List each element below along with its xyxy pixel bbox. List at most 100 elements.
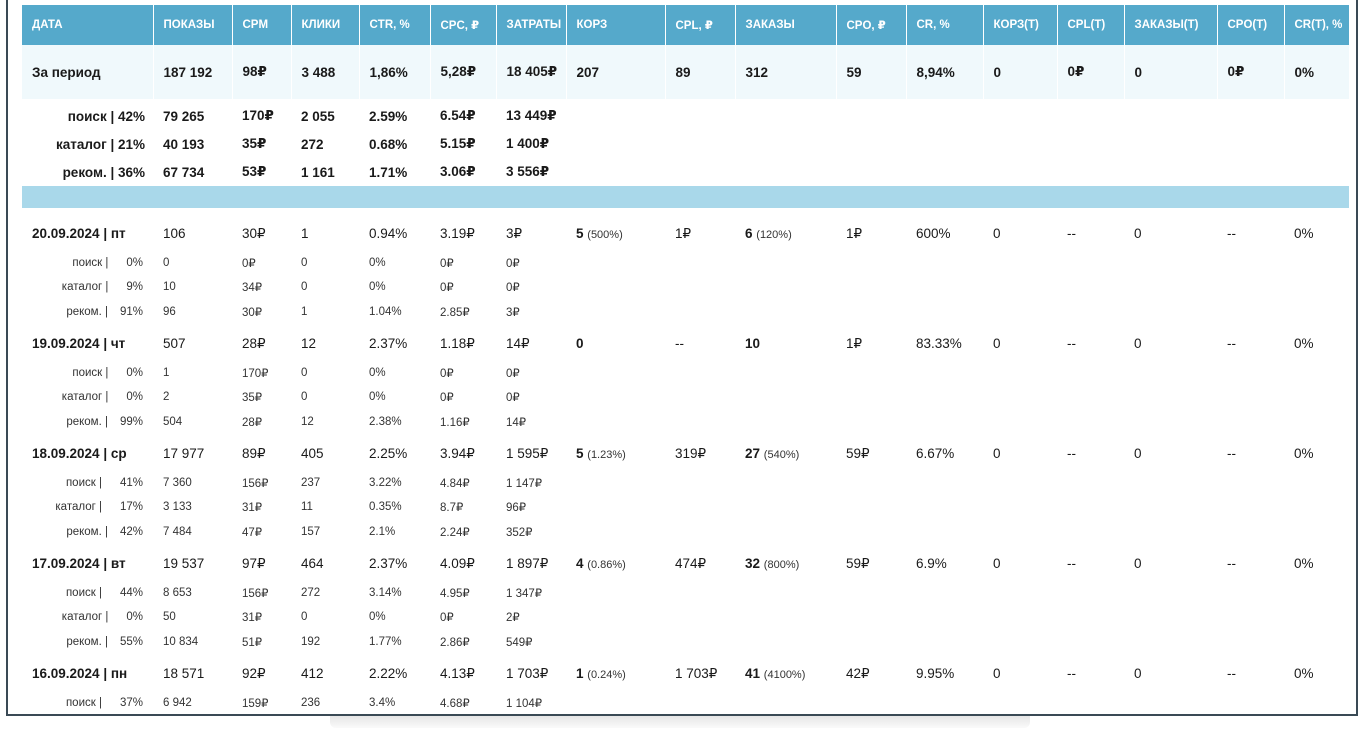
empty-cell bbox=[1057, 605, 1124, 629]
day-orders: 6 (120%) bbox=[735, 224, 836, 251]
empty-cell bbox=[1124, 715, 1217, 716]
split-cell: 79 265 bbox=[163, 108, 205, 124]
orders-percent: (4100%) bbox=[763, 669, 806, 681]
empty-cell bbox=[1057, 519, 1124, 545]
sub-share: 0% bbox=[126, 257, 143, 269]
empty-cell bbox=[735, 409, 836, 435]
split-cell: 170₽ bbox=[242, 108, 274, 123]
day-t-cell: -- bbox=[1067, 556, 1076, 571]
empty-cell bbox=[1284, 605, 1349, 629]
column-header[interactable]: CR(Т), % bbox=[1284, 5, 1350, 45]
sub-cell: 30₽ bbox=[242, 307, 263, 319]
column-header[interactable]: CR, % bbox=[906, 5, 984, 45]
total-label: За период bbox=[22, 45, 154, 99]
sub-cell: 7 484 bbox=[163, 526, 192, 538]
day-row[interactable]: 16.09.2024 | пн 18 571 92₽ 412 2.22% 4.13₽ 1 7… bbox=[22, 664, 1349, 691]
day-t-cell: 0 bbox=[993, 556, 1001, 571]
day-row[interactable]: 19.09.2024 | чт 507 28₽ 12 2.37% 1.18₽ 14₽ 0 --… bbox=[22, 334, 1349, 361]
empty-cell bbox=[906, 471, 983, 495]
column-header[interactable]: CPL(Т) bbox=[1057, 5, 1125, 45]
column-header[interactable]: ЗАКАЗЫ bbox=[735, 5, 837, 45]
day-row[interactable]: 17.09.2024 | вт 19 537 97₽ 464 2.37% 4.09₽ 1 8… bbox=[22, 554, 1349, 581]
empty-cell bbox=[1217, 409, 1284, 435]
sub-cell: 170₽ bbox=[242, 368, 269, 380]
sub-label: поиск | 41% bbox=[22, 471, 153, 495]
sub-cell: 0% bbox=[369, 391, 386, 403]
column-header[interactable]: КОРЗ(Т) bbox=[983, 5, 1058, 45]
day-row[interactable]: 20.09.2024 | пт 106 30₽ 1 0.94% 3.19₽ 3₽ 5 (500… bbox=[22, 224, 1349, 251]
day-cell: 1 bbox=[301, 226, 309, 241]
total-cell: 0 bbox=[1124, 45, 1218, 99]
day-t-cell: -- bbox=[1227, 336, 1236, 351]
empty-cell bbox=[566, 158, 665, 186]
day-date: 16.09.2024 | пн bbox=[32, 666, 128, 681]
column-header[interactable]: CPO, ₽ bbox=[836, 5, 907, 45]
column-header[interactable]: CPM bbox=[232, 5, 292, 45]
day-t-cell: 0 bbox=[1134, 446, 1142, 461]
sub-cell: 51₽ bbox=[242, 637, 263, 649]
day-t-cell: -- bbox=[1067, 446, 1076, 461]
split-cell: 6.54₽ bbox=[440, 108, 476, 123]
day-sub-row: поиск | 0% 0 0₽ 0 0% 0₽ 0₽ bbox=[22, 251, 1349, 275]
column-header[interactable]: ЗАКАЗЫ(Т) bbox=[1124, 5, 1218, 45]
empty-cell bbox=[1124, 495, 1217, 519]
column-header[interactable]: ЗАТРАТЫ bbox=[496, 5, 567, 45]
sub-cell: 0 bbox=[301, 611, 308, 623]
empty-cell bbox=[566, 99, 665, 130]
empty-cell bbox=[665, 275, 735, 299]
column-header[interactable]: CPO(Т) bbox=[1217, 5, 1285, 45]
sub-cell: 2.38% bbox=[369, 416, 402, 428]
empty-cell bbox=[906, 605, 983, 629]
sub-label-text: поиск | bbox=[65, 697, 102, 709]
sub-cell: 0₽ bbox=[506, 392, 520, 404]
total-cell: 59 bbox=[836, 45, 907, 99]
sub-cell: 0 bbox=[301, 281, 308, 293]
day-cell: 507 bbox=[163, 336, 186, 351]
day-cell: 4.09₽ bbox=[440, 556, 475, 571]
sub-label: поиск | 44% bbox=[22, 581, 153, 605]
split-cell: 1 161 bbox=[301, 164, 335, 180]
empty-cell bbox=[983, 581, 1057, 605]
sub-cell: 31₽ bbox=[242, 502, 263, 514]
day-cell: 106 bbox=[163, 226, 186, 241]
column-header[interactable]: CPL, ₽ bbox=[665, 5, 736, 45]
sub-label-text: реком. | bbox=[66, 416, 108, 428]
sub-share: 99% bbox=[119, 416, 143, 428]
empty-cell bbox=[983, 691, 1057, 714]
column-header[interactable]: CTR, % bbox=[359, 5, 431, 45]
sub-cell: 1.16₽ bbox=[440, 417, 470, 429]
empty-cell bbox=[836, 519, 906, 545]
column-header[interactable]: ДАТА bbox=[22, 5, 154, 45]
day-row[interactable]: 18.09.2024 | ср 17 977 89₽ 405 2.25% 3.94₽ 1 5… bbox=[22, 444, 1349, 471]
column-header[interactable]: КЛИКИ bbox=[291, 5, 360, 45]
split-cell: 2.59% bbox=[369, 108, 408, 124]
orders-value: 32 bbox=[745, 556, 761, 571]
empty-cell bbox=[1124, 299, 1217, 325]
empty-cell bbox=[665, 629, 735, 655]
day-cell: 14₽ bbox=[506, 336, 530, 351]
korz-percent: (0.24%) bbox=[587, 669, 626, 681]
column-header[interactable]: ПОКАЗЫ bbox=[153, 5, 233, 45]
total-cell: 312 bbox=[735, 45, 837, 99]
day-cell: 3.19₽ bbox=[440, 226, 475, 241]
empty-cell bbox=[735, 361, 836, 385]
empty-cell bbox=[1057, 99, 1124, 130]
sub-cell: 50 bbox=[163, 611, 176, 623]
sub-share: 17% bbox=[119, 501, 143, 513]
column-header[interactable]: CPC, ₽ bbox=[430, 5, 497, 45]
empty-cell bbox=[836, 385, 906, 409]
day-cell: 3₽ bbox=[506, 226, 523, 241]
empty-cell bbox=[1124, 605, 1217, 629]
spacer-row bbox=[22, 208, 1349, 224]
column-header[interactable]: КОРЗ bbox=[566, 5, 666, 45]
sub-cell: 0₽ bbox=[440, 258, 454, 270]
empty-cell bbox=[906, 385, 983, 409]
empty-cell bbox=[1284, 629, 1349, 655]
empty-cell bbox=[1057, 275, 1124, 299]
sub-label: каталог | 17% bbox=[22, 495, 153, 519]
sub-cell: 236 bbox=[301, 697, 321, 709]
split-label: реком. | 36% bbox=[62, 164, 145, 180]
sub-share: 91% bbox=[119, 306, 143, 318]
day-sub-row: реком. | 42% 7 484 47₽ 157 2.1% 2.24₽ 352₽ bbox=[22, 519, 1349, 545]
empty-cell bbox=[836, 495, 906, 519]
